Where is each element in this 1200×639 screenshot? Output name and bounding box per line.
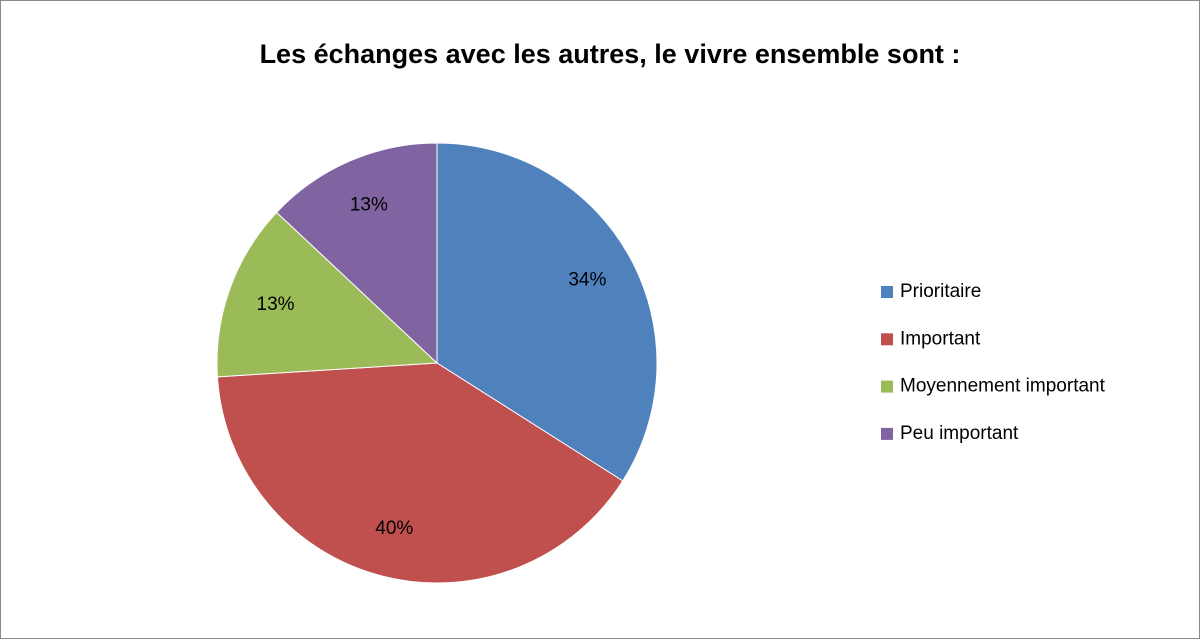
legend-swatch xyxy=(881,380,893,393)
data-label: 40% xyxy=(375,518,413,539)
chart-title: Les échanges avec les autres, le vivre e… xyxy=(260,39,961,69)
legend-label: Prioritaire xyxy=(900,281,981,302)
legend-label: Important xyxy=(900,328,981,349)
data-label: 13% xyxy=(257,294,295,315)
legend-label: Peu important xyxy=(900,423,1019,444)
pie-slice xyxy=(275,142,438,365)
pie-slice xyxy=(216,211,439,378)
legend-swatch xyxy=(881,427,893,440)
data-label: 13% xyxy=(350,195,388,216)
legend-label: Moyennement important xyxy=(900,376,1106,397)
data-label: 34% xyxy=(568,269,606,290)
legend-swatch xyxy=(881,286,893,298)
pie-slice xyxy=(436,142,658,482)
pie-slice xyxy=(216,362,624,584)
legend-swatch xyxy=(881,333,893,346)
